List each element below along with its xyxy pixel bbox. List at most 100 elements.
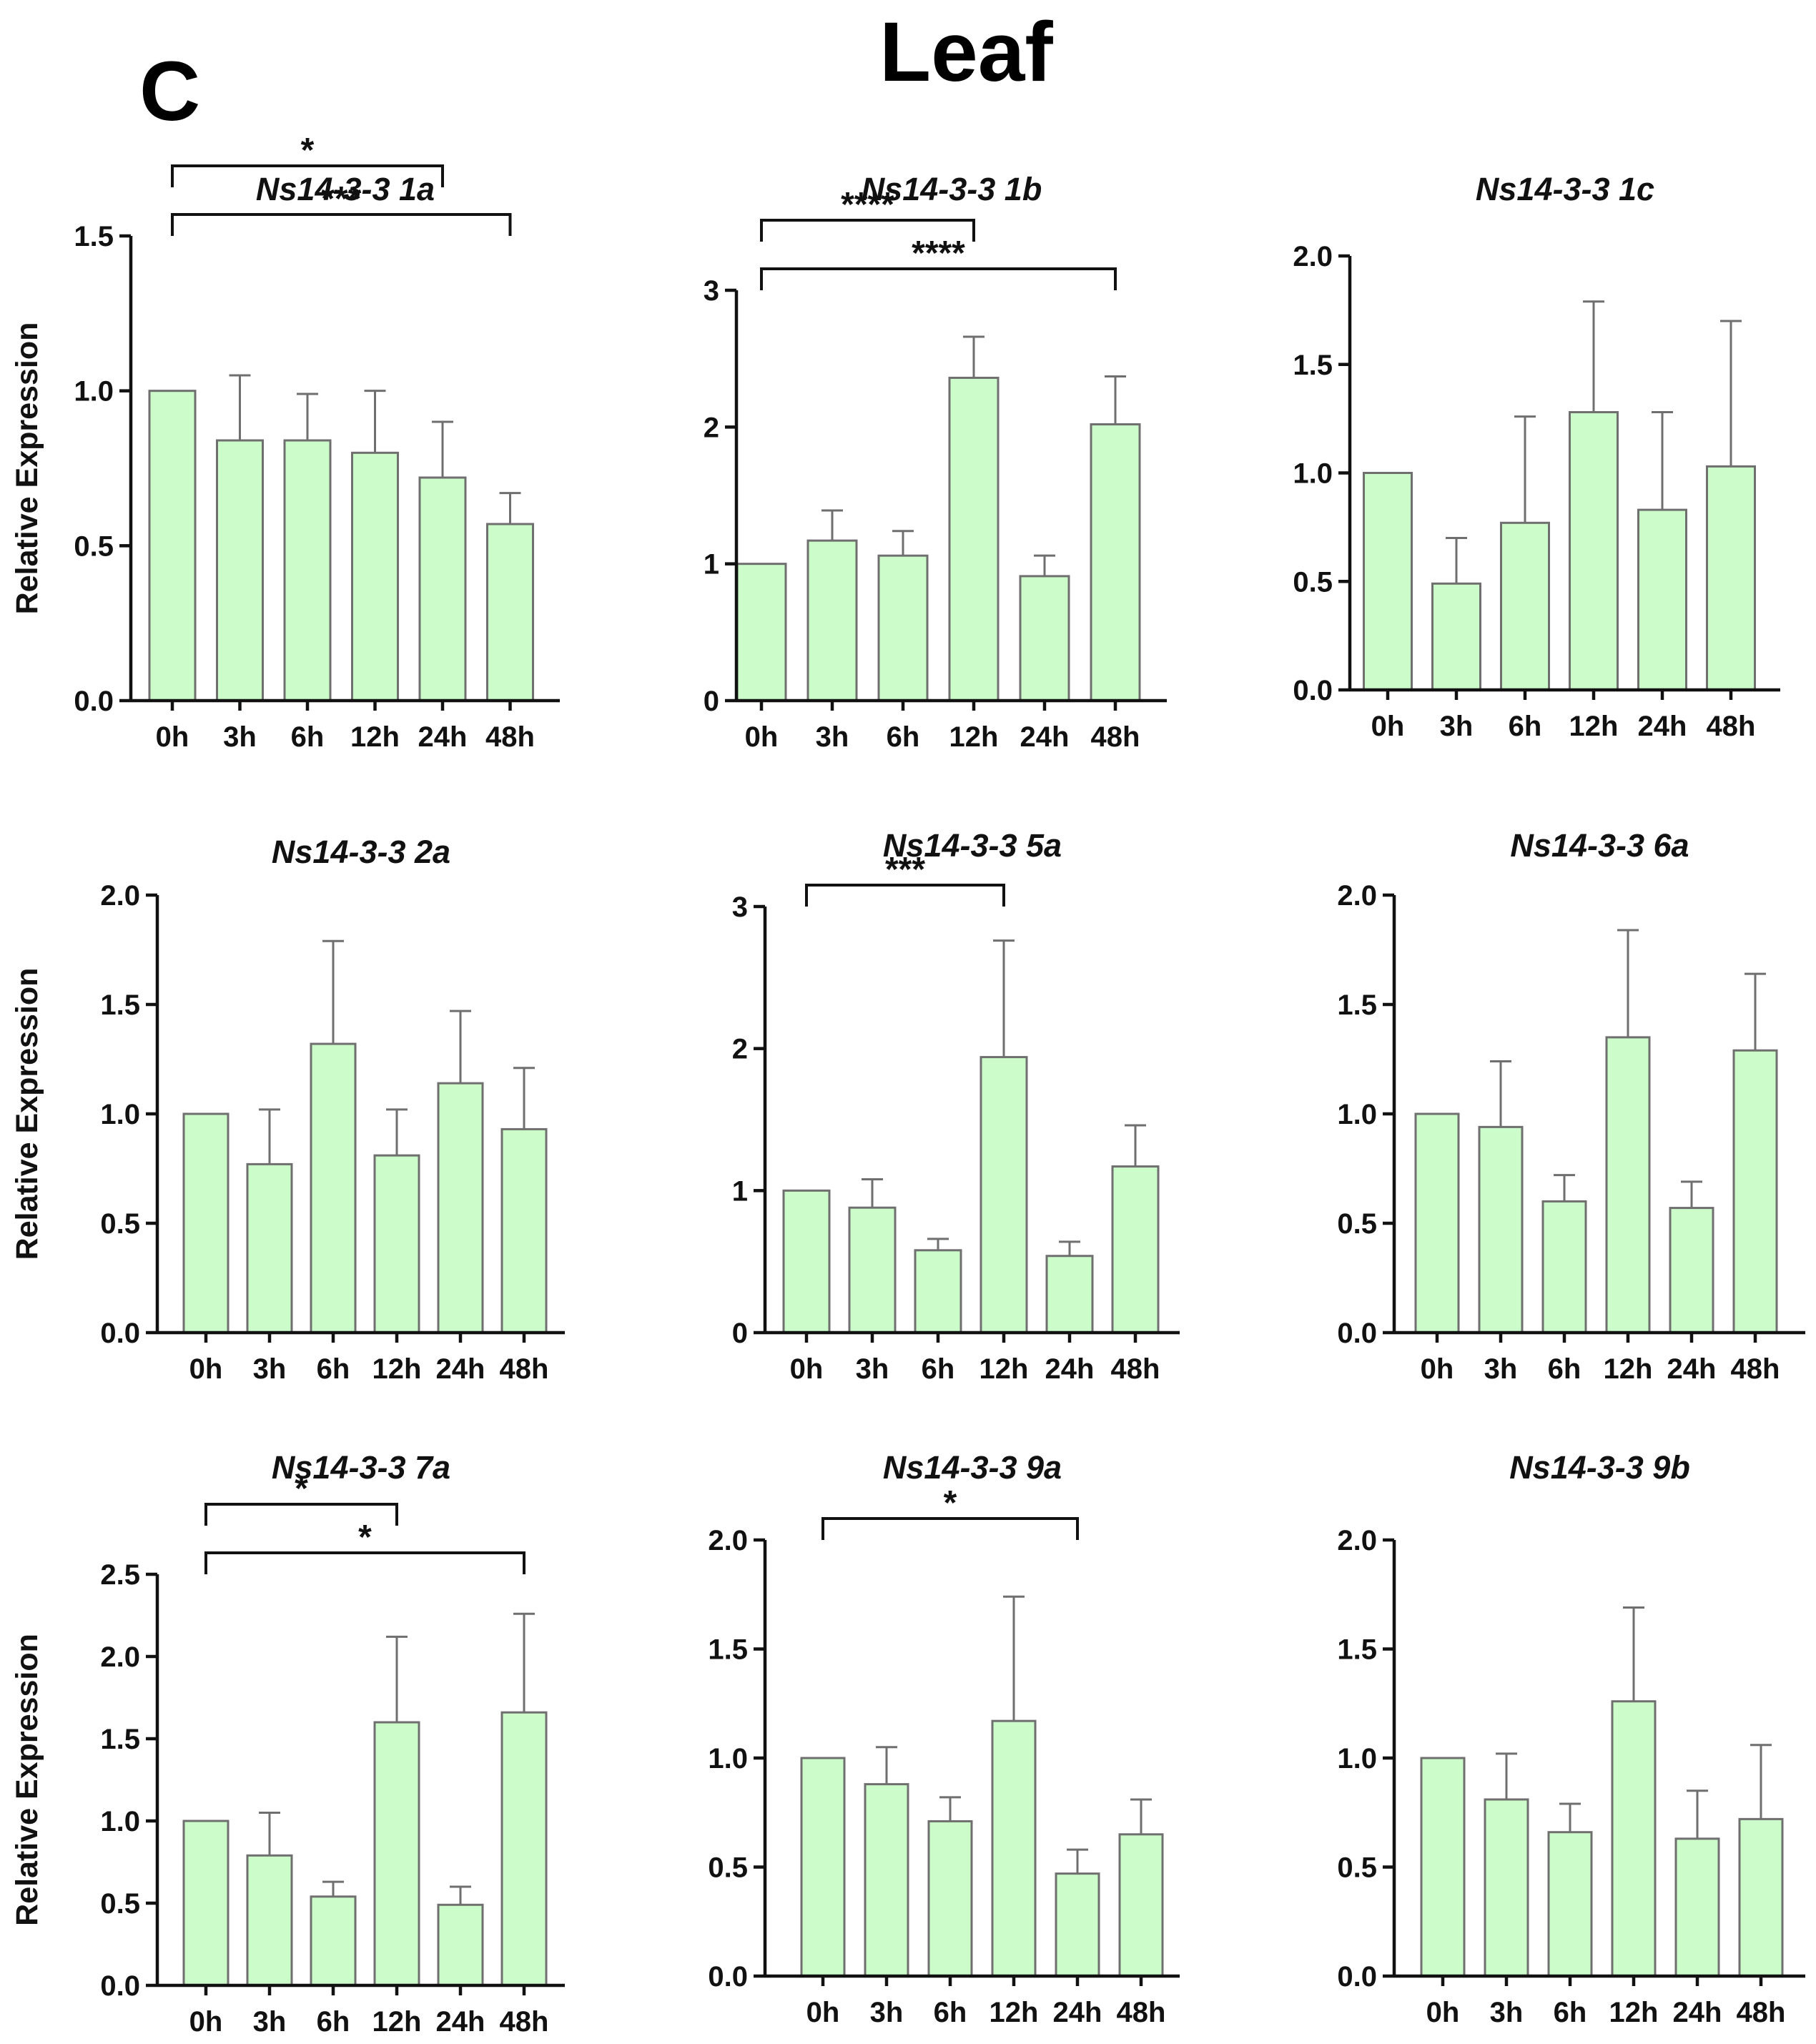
y-tick-label: 0.0 [100, 1970, 140, 2002]
y-tick-label: 1.5 [1337, 1634, 1377, 1666]
y-tick-label: 0.5 [1337, 1208, 1377, 1240]
x-tick-label: 0h [156, 721, 189, 753]
y-tick-label: 1 [704, 549, 719, 581]
chart-title: Ns14-3-3 1a [256, 171, 435, 207]
bar-12h [373, 1721, 420, 1987]
significance-bracket [760, 219, 975, 242]
x-tick-label: 0h [189, 2006, 223, 2038]
chart-9: Ns14-3-3 9b 0.0 0.5 1.0 1.5 2.0 0h 3h 6h 12h 24h 48… [1337, 1449, 1805, 2028]
y-tick-label: 1.0 [100, 1806, 140, 1837]
x-tick-label: 12h [1569, 711, 1619, 742]
x-tick-label: 48h [1731, 1353, 1780, 1385]
x-tick-label: 24h [1045, 1353, 1095, 1385]
y-tick-label: 2.0 [1293, 241, 1333, 272]
bar-3h [848, 1206, 897, 1334]
x-tick-label: 6h [317, 1353, 350, 1385]
chart-3: Ns14-3-3 1c 0.0 0.5 1.0 1.5 2.0 0h 3h 6h 12h 24h 48… [1293, 171, 1780, 742]
significance-bracket [760, 267, 1117, 290]
bar-48h [500, 1127, 548, 1334]
bar-24h [1674, 1837, 1720, 1978]
bar-6h [914, 1249, 962, 1334]
significance-label: *** [321, 180, 361, 218]
x-tick-label: 6h [1554, 1997, 1587, 2028]
bar-6h [1541, 1200, 1587, 1334]
chart-title: Ns14-3-3 6a [1510, 827, 1689, 864]
x-tick-label: 3h [1440, 711, 1474, 742]
bar-0h [736, 563, 787, 702]
y-tick-label: 1.0 [74, 376, 114, 408]
bar-48h [1090, 423, 1141, 702]
y-tick-label: 1.0 [1293, 458, 1333, 490]
x-tick-label: 12h [979, 1353, 1029, 1385]
x-tick-label: 24h [436, 2006, 485, 2038]
y-tick-label: 1.5 [74, 221, 114, 252]
bar-24h [1055, 1872, 1100, 1978]
x-tick-label: 48h [1707, 711, 1756, 742]
bar-24h [1637, 508, 1687, 691]
bar-0h [182, 1820, 230, 1987]
y-axis-label: Relative Expression [10, 968, 44, 1260]
y-tick-label: 2 [732, 1034, 748, 1065]
x-tick-label: 12h [949, 721, 999, 753]
y-tick-label: 1.5 [100, 989, 140, 1021]
bar-6h [927, 1820, 973, 1978]
y-tick-label: 1.0 [1337, 1743, 1377, 1774]
y-tick-label: 1.0 [100, 1099, 140, 1130]
bar-12h [1611, 1700, 1657, 1978]
bar-12h [1605, 1036, 1651, 1334]
bar-48h [1706, 465, 1756, 691]
x-tick-label: 0h [745, 721, 779, 753]
y-tick-label: 2.0 [100, 880, 140, 912]
x-tick-label: 0h [790, 1353, 824, 1385]
x-tick-label: 3h [1484, 1353, 1518, 1385]
chart-6: Ns14-3-3 6a 0.0 0.5 1.0 1.5 2.0 0h 3h 6h 12h 24h 48… [1337, 827, 1805, 1385]
chart-2: Ns14-3-3 1b 0 1 2 3 0h 3h 6h 12h 24h 48h **** **** [704, 171, 1167, 753]
bar-12h [948, 376, 1000, 702]
significance-bracket [171, 213, 512, 236]
bar-24h [437, 1903, 484, 1987]
significance-bracket [204, 1551, 525, 1574]
bar-12h [1569, 411, 1619, 691]
x-tick-label: 6h [291, 721, 325, 753]
x-tick-label: 3h [253, 1353, 287, 1385]
bar-6h [877, 554, 929, 702]
bar-0h [1420, 1757, 1466, 1978]
significance-label: * [295, 1470, 308, 1508]
bar-3h [1431, 582, 1481, 691]
y-tick-label: 2.0 [1337, 1525, 1377, 1556]
y-tick-label: 0.0 [1293, 675, 1333, 706]
bar-3h [806, 539, 858, 702]
x-tick-label: 6h [1509, 711, 1542, 742]
y-tick-label: 0.5 [708, 1852, 748, 1884]
y-tick-label: 0.0 [100, 1318, 140, 1349]
x-tick-label: 3h [223, 721, 257, 753]
significance-label: * [944, 1484, 957, 1522]
x-tick-label: 24h [436, 1353, 485, 1385]
x-tick-label: 3h [870, 1997, 904, 2028]
x-tick-label: 24h [418, 721, 468, 753]
x-tick-label: 24h [1053, 1997, 1102, 2028]
chart-4: Ns14-3-3 2a Relative Expression 0.0 0.5 1.0 1… [10, 834, 565, 1385]
x-tick-label: 12h [1604, 1353, 1653, 1385]
x-tick-label: 48h [500, 2006, 549, 2038]
y-tick-label: 2 [704, 412, 719, 443]
bar-24h [1669, 1207, 1714, 1334]
x-tick-label: 48h [485, 721, 535, 753]
bar-3h [864, 1783, 909, 1978]
bar-12h [979, 1056, 1028, 1334]
chart-title: Ns14-3-3 2a [272, 834, 450, 870]
bar-48h [486, 523, 534, 702]
y-axis-label: Relative Expression [10, 1634, 44, 1926]
y-tick-label: 0.5 [100, 1888, 140, 1920]
x-tick-label: 3h [1490, 1997, 1524, 2028]
x-tick-label: 12h [372, 2006, 422, 2038]
y-tick-label: 0.0 [1337, 1961, 1377, 1993]
x-tick-label: 6h [317, 2006, 350, 2038]
x-tick-label: 12h [990, 1997, 1039, 2028]
bar-24h [1019, 575, 1070, 702]
bar-0h [1414, 1112, 1460, 1334]
bar-0h [800, 1757, 846, 1978]
y-tick-label: 0 [732, 1318, 748, 1349]
x-tick-label: 0h [806, 1997, 840, 2028]
chart-title: Ns14-3-3 7a [272, 1449, 450, 1486]
